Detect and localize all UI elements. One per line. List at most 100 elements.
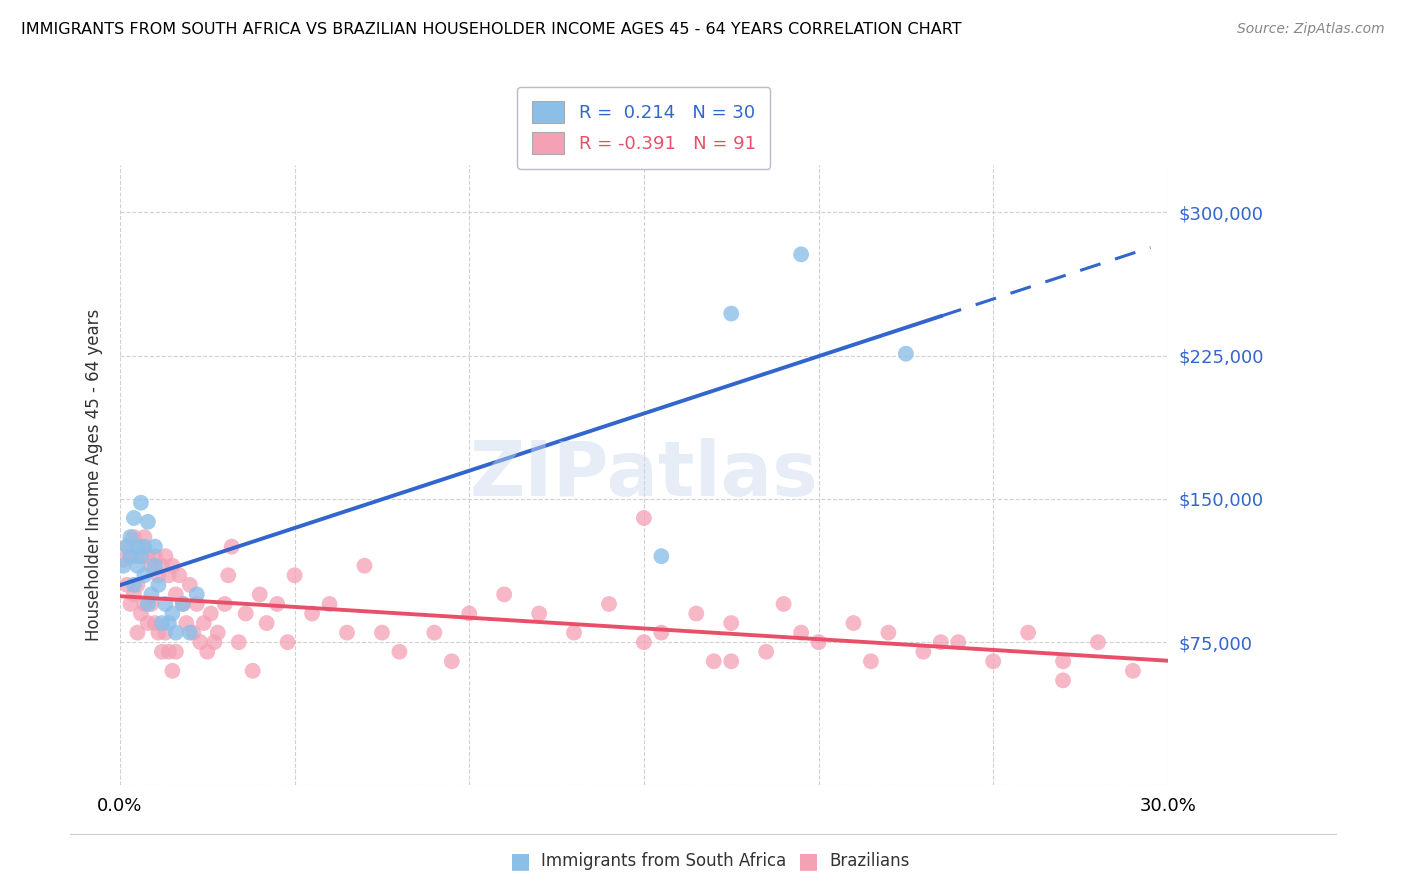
Point — [202, 635, 225, 649]
Point — [155, 625, 177, 640]
Point — [162, 558, 184, 573]
Point — [301, 607, 323, 621]
Point — [134, 568, 156, 582]
Point — [388, 645, 411, 659]
Point — [148, 625, 170, 640]
Point — [127, 540, 149, 554]
Point — [720, 654, 742, 668]
Point — [186, 597, 208, 611]
Point — [176, 616, 198, 631]
Point — [1052, 673, 1074, 688]
Point — [136, 616, 159, 631]
Point — [143, 549, 166, 564]
Point — [685, 607, 707, 621]
Y-axis label: Householder Income Ages 45 - 64 years: Householder Income Ages 45 - 64 years — [86, 309, 103, 641]
Point — [122, 587, 145, 601]
Point — [284, 568, 307, 582]
Point — [150, 616, 173, 631]
Point — [790, 625, 813, 640]
Point — [633, 635, 655, 649]
Point — [122, 578, 145, 592]
Text: Source: ZipAtlas.com: Source: ZipAtlas.com — [1237, 22, 1385, 37]
Point — [150, 645, 173, 659]
Point — [122, 530, 145, 544]
Point — [141, 587, 163, 601]
Point — [127, 625, 149, 640]
Point — [165, 587, 187, 601]
Point — [720, 307, 742, 321]
Point — [458, 607, 481, 621]
Point — [134, 540, 156, 554]
Point — [217, 568, 239, 582]
Point — [112, 558, 135, 573]
Point — [235, 607, 257, 621]
Point — [129, 540, 152, 554]
Point — [120, 530, 142, 544]
Point — [440, 654, 463, 668]
Point — [842, 616, 865, 631]
Point — [214, 597, 236, 611]
Point — [157, 616, 180, 631]
Point — [423, 625, 446, 640]
Point — [353, 558, 375, 573]
Point — [122, 511, 145, 525]
Legend: R =  0.214   N = 30, R = -0.391   N = 91: R = 0.214 N = 30, R = -0.391 N = 91 — [517, 87, 770, 169]
Point — [143, 616, 166, 631]
Point — [207, 625, 229, 640]
Point — [912, 645, 935, 659]
Point — [179, 625, 201, 640]
Point — [162, 607, 184, 621]
Point — [249, 587, 271, 601]
Point — [162, 664, 184, 678]
Point — [115, 540, 138, 554]
Point — [703, 654, 725, 668]
Point — [155, 549, 177, 564]
Point — [948, 635, 970, 649]
Text: Brazilians: Brazilians — [830, 852, 910, 870]
Point — [165, 645, 187, 659]
Point — [1017, 625, 1039, 640]
Point — [200, 607, 222, 621]
Point — [172, 597, 194, 611]
Point — [562, 625, 585, 640]
Point — [336, 625, 359, 640]
Point — [527, 607, 550, 621]
Point — [136, 549, 159, 564]
Point — [129, 607, 152, 621]
Point — [120, 597, 142, 611]
Point — [266, 597, 288, 611]
Point — [494, 587, 516, 601]
Point — [720, 616, 742, 631]
Point — [129, 496, 152, 510]
Point — [148, 568, 170, 582]
Point — [894, 347, 917, 361]
Point — [157, 645, 180, 659]
Point — [136, 515, 159, 529]
Point — [371, 625, 394, 640]
Point — [115, 540, 138, 554]
Point — [242, 664, 264, 678]
Point — [127, 558, 149, 573]
Text: ■: ■ — [510, 851, 530, 871]
Point — [143, 558, 166, 573]
Point — [790, 247, 813, 261]
Point — [129, 549, 152, 564]
Point — [169, 568, 191, 582]
Point — [981, 654, 1004, 668]
Point — [277, 635, 299, 649]
Point — [318, 597, 340, 611]
Point — [141, 558, 163, 573]
Text: ■: ■ — [799, 851, 818, 871]
Point — [650, 625, 672, 640]
Point — [633, 511, 655, 525]
Text: ZIPatlas: ZIPatlas — [470, 438, 818, 512]
Point — [598, 597, 620, 611]
Point — [772, 597, 794, 611]
Point — [186, 587, 208, 601]
Point — [1087, 635, 1109, 649]
Point — [650, 549, 672, 564]
Point — [112, 553, 135, 567]
Point — [179, 578, 201, 592]
Point — [115, 578, 138, 592]
Point — [155, 597, 177, 611]
